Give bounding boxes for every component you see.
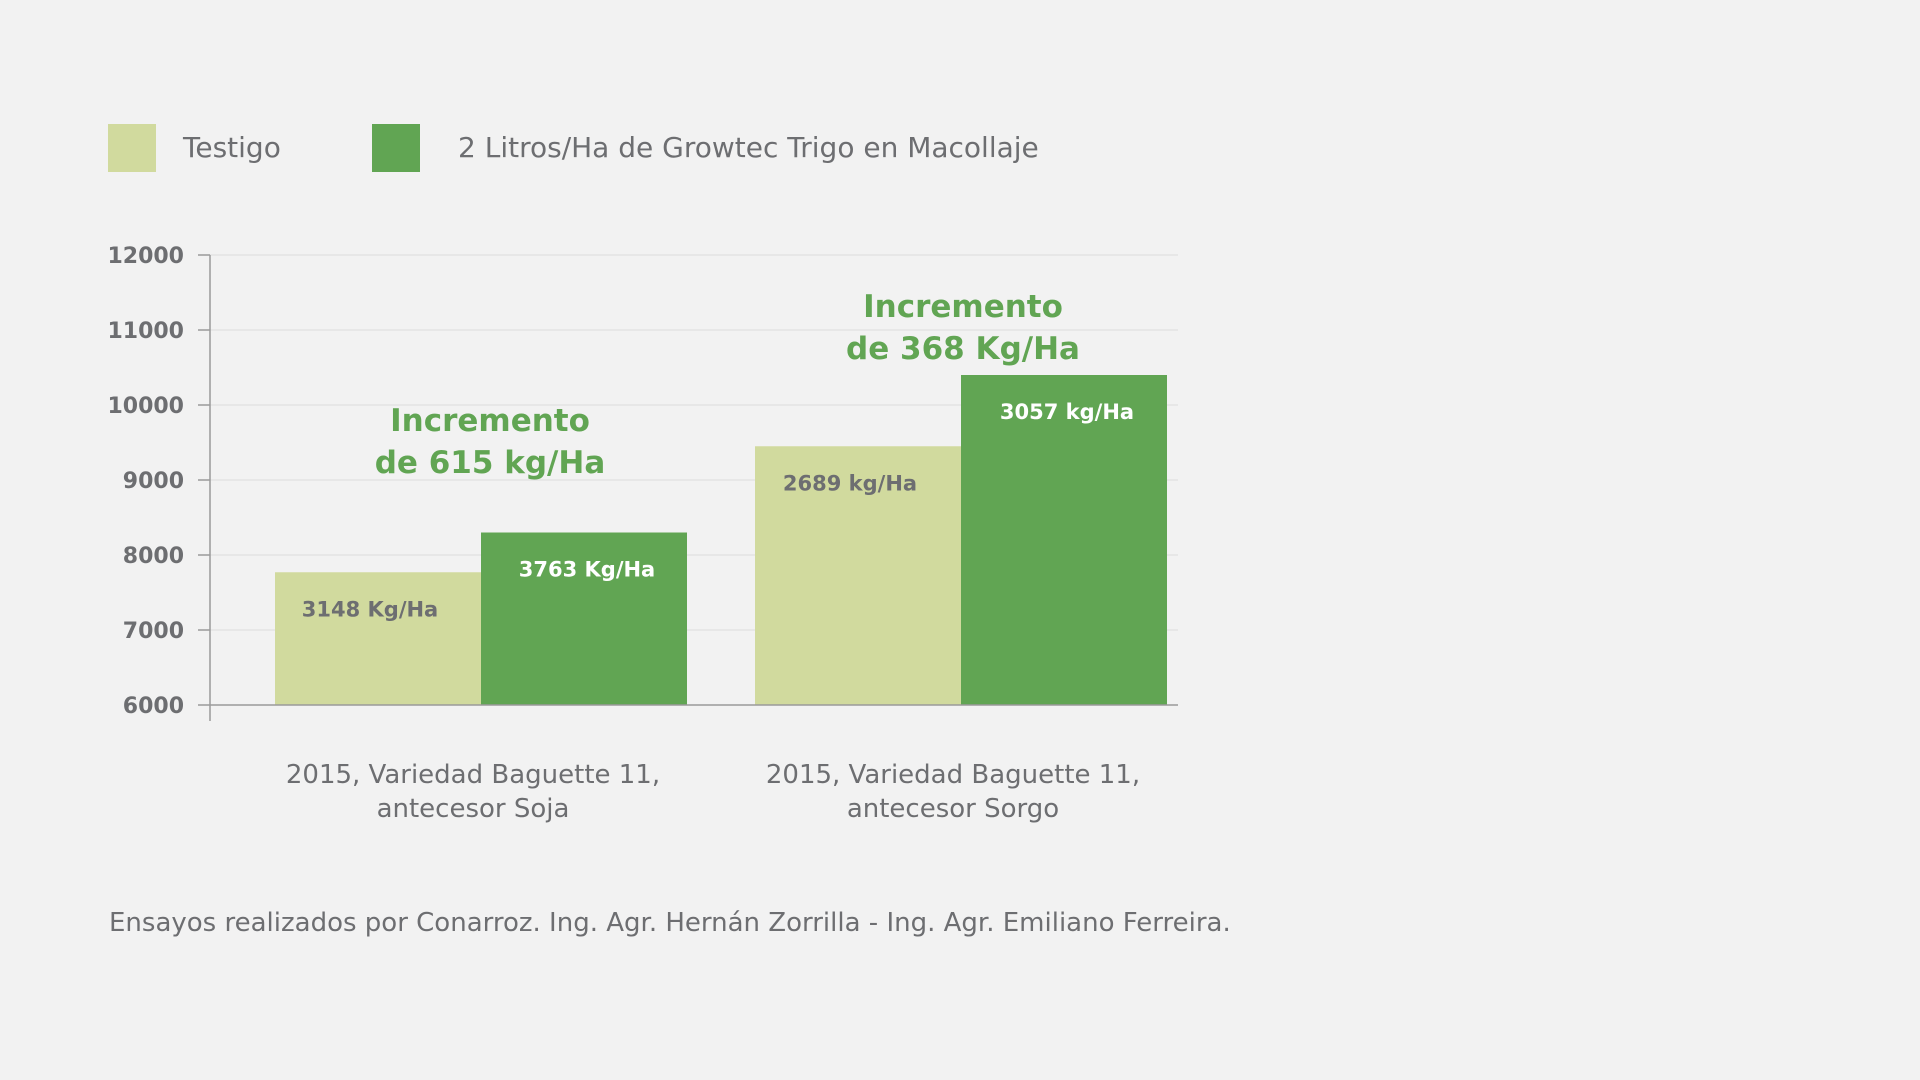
x-tick-label: antecesor Sorgo xyxy=(847,794,1059,824)
x-tick-label: 2015, Variedad Baguette 11, xyxy=(766,760,1140,790)
annotation: Incremento xyxy=(390,403,590,439)
y-tick-label: 10000 xyxy=(107,394,184,419)
y-tick-label: 11000 xyxy=(107,319,184,344)
y-tick-label: 8000 xyxy=(123,544,184,569)
y-tick-label: 6000 xyxy=(123,694,184,719)
bar xyxy=(961,375,1167,705)
annotation: Incremento xyxy=(863,289,1063,325)
legend-label-testigo: Testigo xyxy=(183,131,281,164)
bar-value-label: 3763 Kg/Ha xyxy=(519,558,655,582)
bar-value-label: 2689 kg/Ha xyxy=(783,471,917,495)
annotation: de 615 kg/Ha xyxy=(375,445,606,481)
x-tick-label: 2015, Variedad Baguette 11, xyxy=(286,760,660,790)
y-tick-label: 12000 xyxy=(107,244,184,269)
legend-swatch-growtec xyxy=(372,124,420,172)
bar xyxy=(755,446,961,705)
bar-value-label: 3057 kg/Ha xyxy=(1000,400,1134,424)
bar-value-label: 3148 Kg/Ha xyxy=(302,597,438,621)
bar xyxy=(275,572,481,705)
bar xyxy=(481,532,687,705)
annotation: de 368 Kg/Ha xyxy=(846,331,1080,367)
y-tick-label: 7000 xyxy=(123,619,184,644)
footnote: Ensayos realizados por Conarroz. Ing. Ag… xyxy=(109,908,1231,938)
legend-label-growtec: 2 Litros/Ha de Growtec Trigo en Macollaj… xyxy=(458,131,1039,164)
y-tick-label: 9000 xyxy=(123,469,184,494)
legend-swatch-testigo xyxy=(108,124,156,172)
x-tick-label: antecesor Soja xyxy=(377,794,570,824)
